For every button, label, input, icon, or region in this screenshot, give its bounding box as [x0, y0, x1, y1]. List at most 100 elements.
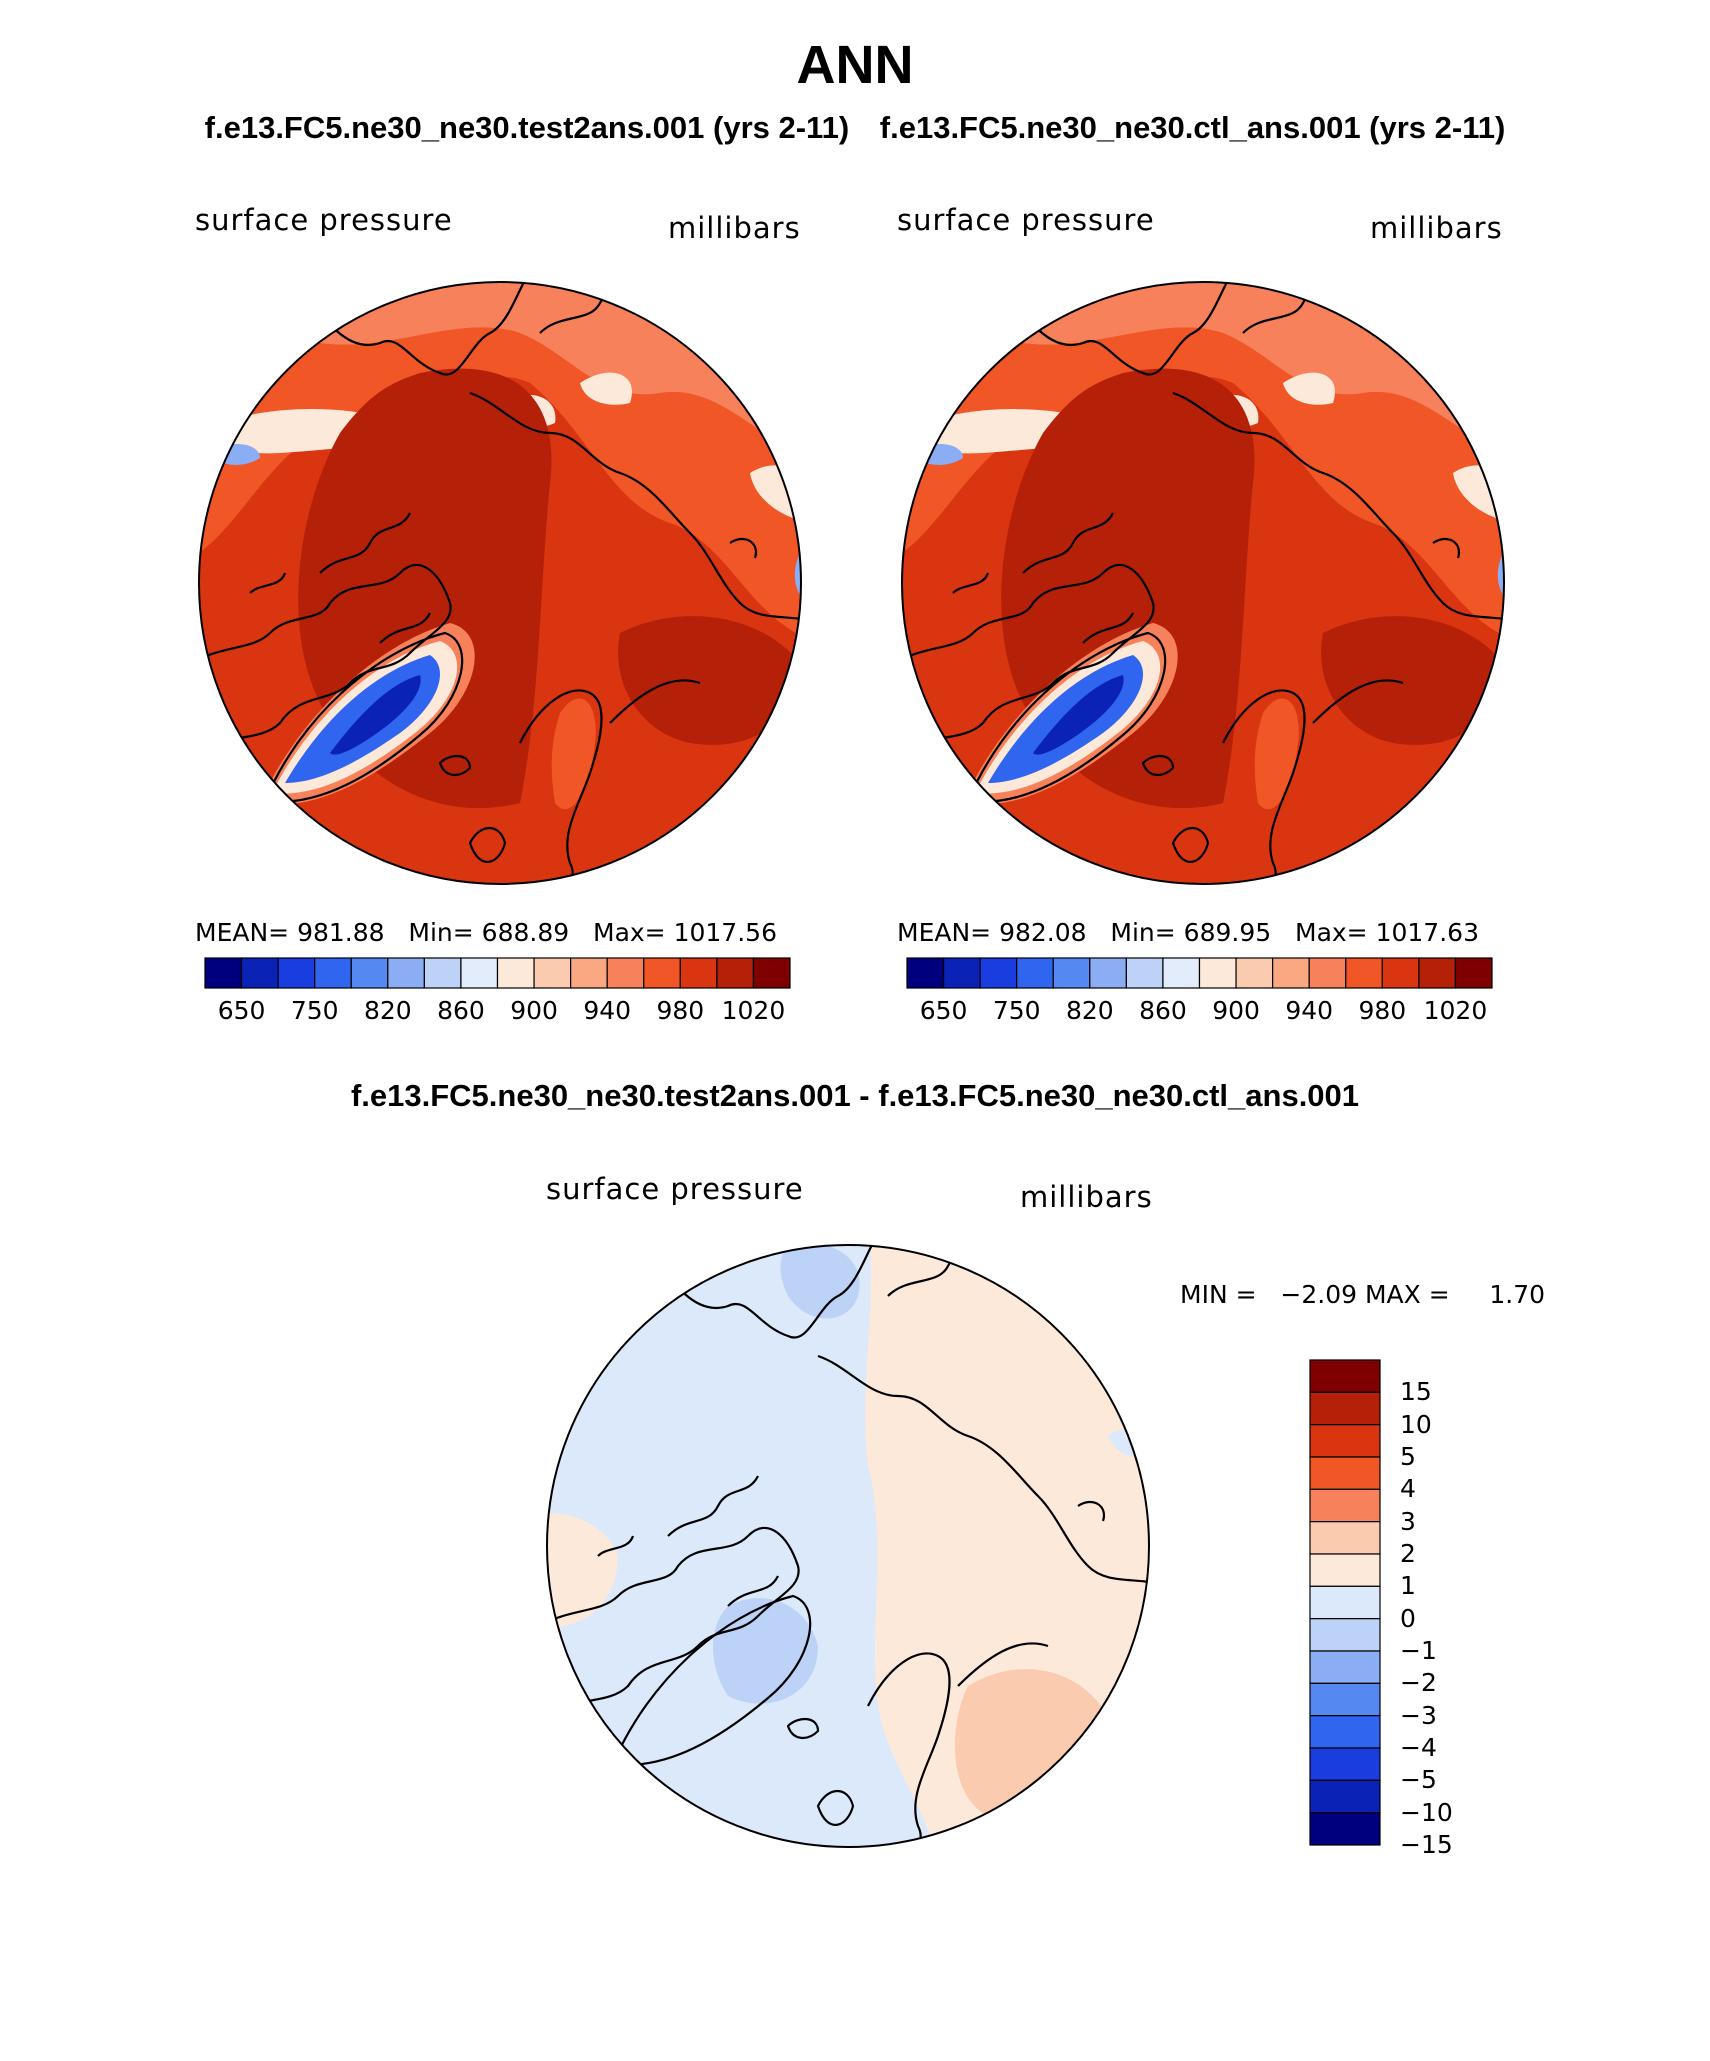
colorbar-swatch [1309, 1391, 1381, 1426]
panel2-min-value: 689.95 [1183, 918, 1272, 947]
difference-min-value: −2.09 [1280, 1280, 1358, 1309]
colorbar-swatch [1345, 957, 1383, 989]
colorbar-swatch [1454, 957, 1493, 989]
panel2-map [902, 282, 1504, 884]
colorbar-swatch [1125, 957, 1164, 989]
main-title: ANN [796, 35, 914, 95]
colorbar-tick-label: 650 [919, 996, 968, 1025]
colorbar-tick-label: 820 [1065, 996, 1114, 1025]
colorbar-swatch [204, 957, 243, 989]
colorbar-tick-label: 750 [290, 996, 339, 1025]
colorbar-swatch [1198, 957, 1237, 989]
panel1-min-value: 688.89 [481, 918, 570, 947]
colorbar-tick-label: 10 [1400, 1409, 1432, 1439]
colorbar-tick-label: −3 [1400, 1700, 1437, 1730]
colorbar-swatch [496, 957, 535, 989]
colorbar-swatch [1309, 1359, 1381, 1393]
colorbar-swatch [460, 957, 499, 989]
colorbar-swatch [1308, 957, 1347, 989]
colorbar-swatch [643, 957, 681, 989]
colorbar-tick-label: −1 [1400, 1636, 1437, 1665]
panel1-variable-label: surface pressure [195, 203, 453, 237]
colorbar-swatch [240, 957, 279, 989]
colorbar-swatch [1309, 1488, 1381, 1523]
panel2-max-label: Max= [1295, 918, 1368, 947]
colorbar-tick-label: 860 [1139, 996, 1187, 1025]
colorbar-tick-label: 820 [363, 996, 412, 1025]
colorbar-swatch [570, 957, 608, 989]
difference-units-label: millibars [1020, 1180, 1153, 1214]
colorbar-swatch [1309, 1682, 1381, 1717]
panel1-min-label: Min= [408, 918, 474, 947]
panel2-max-value: 1017.63 [1375, 918, 1479, 947]
difference-max-label: MAX = [1364, 1280, 1450, 1309]
colorbar-swatch [606, 957, 645, 989]
colorbar-tick-label: 940 [1285, 996, 1334, 1025]
panel2-mean-value: 982.08 [999, 918, 1087, 947]
colorbar-tick-label: 900 [510, 996, 558, 1025]
control-case-title: f.e13.FC5.ne30_ne30.ctl_ans.001 (yrs 2-1… [879, 110, 1506, 145]
colorbar-tick-label: 1 [1400, 1571, 1416, 1601]
colorbar-tick-label: 0 [1400, 1603, 1416, 1633]
colorbar-swatch [1309, 1618, 1381, 1652]
colorbar-tick-label: −10 [1400, 1797, 1453, 1827]
colorbar-tick-label: −15 [1400, 1830, 1453, 1859]
panel2-stats: MEAN= 982.08 Min= 689.95 Max= 1017.63 [897, 918, 1479, 947]
colorbar-swatch [533, 957, 572, 989]
difference-min-label: MIN = [1180, 1280, 1257, 1309]
difference-variable-label: surface pressure [546, 1172, 804, 1206]
panel1-max-label: Max= [593, 918, 666, 947]
panel2-colorbar [906, 957, 1493, 989]
panel2-variable-label: surface pressure [897, 203, 1155, 237]
colorbar-swatch [1418, 957, 1457, 989]
panel2-min-label: Min= [1110, 918, 1176, 947]
difference-map [547, 1245, 1149, 1847]
colorbar-swatch [1309, 1779, 1381, 1814]
colorbar-tick-label: 2 [1400, 1539, 1416, 1568]
colorbar-swatch [350, 957, 389, 989]
colorbar-tick-label: 4 [1400, 1474, 1416, 1504]
case-titles: f.e13.FC5.ne30_ne30.test2ans.001 (yrs 2-… [0, 110, 1710, 146]
colorbar-tick-label: 900 [1212, 996, 1260, 1025]
colorbar-tick-label: 860 [437, 996, 485, 1025]
colorbar-swatch [1309, 1521, 1381, 1555]
colorbar-swatch [906, 957, 945, 989]
colorbar-tick-label: 5 [1400, 1442, 1416, 1471]
panel1-mean-value: 981.88 [297, 918, 385, 947]
colorbar-swatch [423, 957, 462, 989]
colorbar-swatch [1272, 957, 1310, 989]
colorbar-tick-label: 980 [1358, 996, 1407, 1025]
colorbar-tick-label: 1020 [1423, 996, 1488, 1025]
difference-title: f.e13.FC5.ne30_ne30.test2ans.001 - f.e13… [350, 1078, 1360, 1113]
colorbar-swatch [1309, 1747, 1381, 1781]
panel2-units-label: millibars [1370, 211, 1503, 245]
colorbar-swatch [1309, 1812, 1381, 1846]
colorbar-swatch [1052, 957, 1091, 989]
panel1-map-border [198, 281, 802, 885]
difference-stats: MIN = −2.09 MAX = 1.70 [1180, 1280, 1545, 1309]
colorbar-swatch [1309, 1650, 1381, 1684]
panel1-colorbar [204, 957, 791, 989]
colorbar-swatch [314, 957, 352, 989]
colorbar-swatch [1309, 1424, 1381, 1458]
colorbar-swatch [979, 957, 1018, 989]
colorbar-tick-label: 750 [992, 996, 1041, 1025]
panel1-units-label: millibars [668, 211, 801, 245]
colorbar-swatch [387, 957, 425, 989]
colorbar-tick-label: 3 [1400, 1506, 1416, 1536]
colorbar-tick-label: −2 [1400, 1668, 1437, 1698]
panel1-map [199, 282, 801, 884]
colorbar-swatch [1309, 1715, 1381, 1749]
colorbar-tick-label: 980 [656, 996, 705, 1025]
panel1-mean-label: MEAN= [195, 918, 290, 947]
colorbar-swatch [752, 957, 791, 989]
difference-max-value: 1.70 [1489, 1280, 1546, 1309]
colorbar-swatch [1309, 1553, 1381, 1587]
colorbar-swatch [1235, 957, 1274, 989]
colorbar-swatch [716, 957, 755, 989]
panel1-stats: MEAN= 981.88 Min= 688.89 Max= 1017.56 [195, 918, 777, 947]
colorbar-swatch [277, 957, 316, 989]
colorbar-tick-label: −4 [1400, 1733, 1437, 1762]
colorbar-swatch [1162, 957, 1201, 989]
